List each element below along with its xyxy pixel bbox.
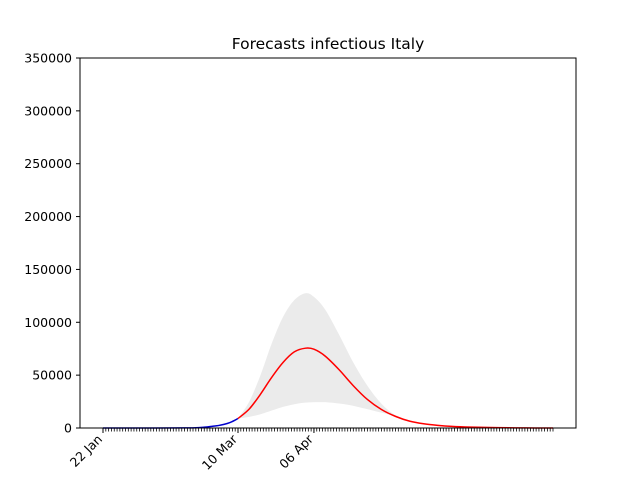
y-tick-label-6: 300000 [24,103,72,118]
y-tick-label-0: 0 [64,421,72,436]
y-tick-label-5: 250000 [24,156,72,171]
y-tick-label-4: 200000 [24,209,72,224]
y-tick-label-3: 150000 [24,262,72,277]
series-line-1 [237,347,554,429]
chart-title: Forecasts infectious Italy [232,35,425,53]
confidence-band-0 [238,293,553,428]
y-tick-label-2: 100000 [24,315,72,330]
y-tick-label-7: 350000 [24,51,72,66]
y-tick-label-1: 50000 [32,368,72,383]
